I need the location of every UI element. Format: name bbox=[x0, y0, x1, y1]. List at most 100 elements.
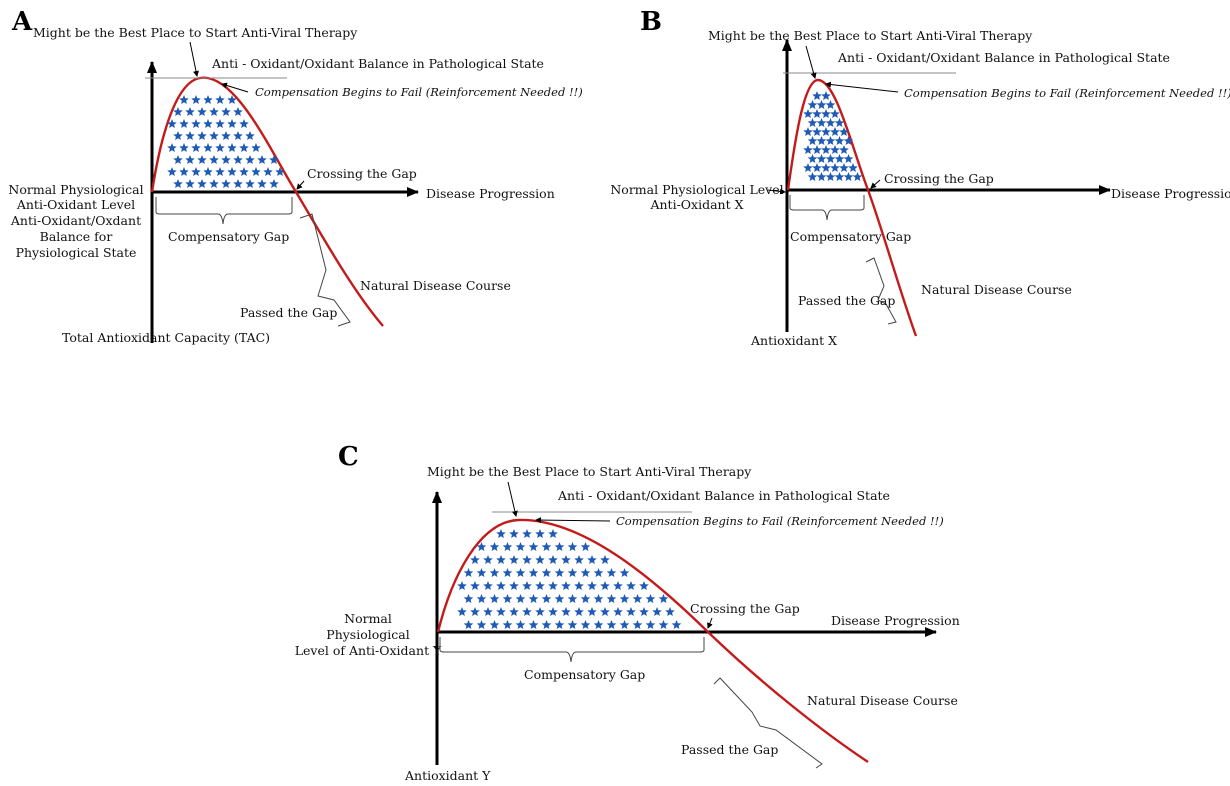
star-marker bbox=[528, 568, 539, 577]
star-marker bbox=[587, 607, 597, 616]
star-marker bbox=[825, 172, 836, 181]
panel-b-compensatory-brace bbox=[789, 195, 865, 221]
star-marker bbox=[830, 163, 840, 172]
panel-b-y-axis-label: Antioxidant X bbox=[750, 333, 837, 348]
panel-b-natural-label: Natural Disease Course bbox=[921, 282, 1072, 297]
panel-a-passed-brace bbox=[299, 213, 351, 327]
star-marker bbox=[613, 581, 623, 590]
star-marker bbox=[245, 155, 255, 164]
star-marker bbox=[816, 118, 827, 127]
star-marker bbox=[470, 555, 480, 564]
star-marker bbox=[593, 620, 604, 629]
star-marker bbox=[619, 620, 630, 629]
star-marker bbox=[834, 172, 845, 181]
star-marker bbox=[221, 155, 231, 164]
star-marker bbox=[209, 107, 219, 116]
star-marker bbox=[626, 607, 636, 616]
panel-a-normal-line: Balance for bbox=[40, 229, 113, 244]
panel-a-letter: A bbox=[11, 7, 33, 37]
star-marker bbox=[502, 542, 513, 551]
panel-c-curve bbox=[436, 518, 869, 763]
star-marker bbox=[221, 131, 231, 140]
star-marker bbox=[496, 581, 506, 590]
star-marker bbox=[535, 555, 545, 564]
star-marker bbox=[215, 167, 225, 176]
panel-a-balance-label: Anti - Oxidant/Oxidant Balance in Pathol… bbox=[211, 56, 544, 71]
panel-c-y-axis-label: Antioxidant Y bbox=[404, 768, 491, 783]
star-marker bbox=[580, 542, 591, 551]
panel-c-passed-label: Passed the Gap bbox=[681, 742, 778, 757]
star-marker bbox=[203, 95, 213, 104]
star-marker bbox=[502, 620, 513, 629]
panel-a: A Might be the Best Place to Start Anti-… bbox=[8, 7, 582, 345]
star-marker bbox=[191, 119, 201, 128]
star-marker bbox=[496, 555, 506, 564]
star-marker bbox=[191, 143, 201, 152]
star-marker bbox=[483, 607, 493, 616]
star-marker bbox=[830, 145, 840, 154]
panel-a-normal-line: Anti-Oxidant Level bbox=[16, 197, 135, 212]
star-marker bbox=[561, 607, 571, 616]
star-marker bbox=[619, 568, 630, 577]
star-marker bbox=[263, 167, 273, 176]
star-marker bbox=[167, 167, 177, 176]
star-marker bbox=[626, 581, 636, 590]
star-marker bbox=[191, 167, 201, 176]
star-marker bbox=[227, 119, 237, 128]
star-marker bbox=[606, 620, 617, 629]
star-marker bbox=[554, 568, 565, 577]
star-marker bbox=[209, 131, 219, 140]
star-marker bbox=[574, 607, 584, 616]
star-marker bbox=[173, 155, 183, 164]
star-marker bbox=[233, 155, 243, 164]
star-marker bbox=[528, 542, 539, 551]
star-marker bbox=[489, 620, 500, 629]
star-marker bbox=[606, 568, 617, 577]
panel-a-compensation-label: Compensation Begins to Fail (Reinforceme… bbox=[255, 85, 583, 99]
star-marker bbox=[567, 568, 578, 577]
star-marker bbox=[574, 555, 584, 564]
star-marker bbox=[515, 620, 526, 629]
star-marker bbox=[197, 107, 207, 116]
star-marker bbox=[807, 154, 818, 163]
star-marker bbox=[593, 568, 604, 577]
star-marker bbox=[489, 542, 500, 551]
star-marker bbox=[580, 594, 591, 603]
panel-c-compensation-arrow bbox=[535, 517, 611, 524]
panel-b-compensatory-label: Compensatory Gap bbox=[790, 229, 911, 244]
panel-b: B Might be the Best Place to Start Anti-… bbox=[610, 7, 1230, 348]
star-marker bbox=[203, 119, 213, 128]
panel-b-crossing-arrow bbox=[870, 179, 881, 189]
panel-c-compensatory-label: Compensatory Gap bbox=[524, 667, 645, 682]
star-marker bbox=[807, 136, 818, 145]
star-marker bbox=[476, 594, 487, 603]
star-marker bbox=[812, 163, 822, 172]
star-marker bbox=[502, 568, 513, 577]
star-marker bbox=[463, 594, 474, 603]
star-marker bbox=[554, 542, 565, 551]
star-marker bbox=[825, 136, 836, 145]
star-marker bbox=[496, 607, 506, 616]
star-marker bbox=[233, 179, 243, 188]
star-marker bbox=[587, 581, 597, 590]
star-marker bbox=[541, 620, 552, 629]
panel-c-progression-label: Disease Progression bbox=[831, 613, 960, 628]
star-marker bbox=[185, 179, 195, 188]
star-marker bbox=[239, 143, 249, 152]
star-marker bbox=[821, 145, 831, 154]
star-marker bbox=[580, 620, 591, 629]
star-marker bbox=[476, 568, 487, 577]
star-marker bbox=[173, 107, 183, 116]
star-marker bbox=[470, 607, 480, 616]
panel-a-crossing-label: Crossing the Gap bbox=[307, 166, 417, 181]
panel-c-stars bbox=[457, 529, 682, 629]
star-marker bbox=[483, 555, 493, 564]
star-marker bbox=[834, 136, 845, 145]
star-marker bbox=[600, 607, 610, 616]
star-marker bbox=[197, 155, 207, 164]
star-marker bbox=[209, 179, 219, 188]
panel-a-normal-line: Normal Physiological bbox=[8, 182, 143, 197]
star-marker bbox=[489, 568, 500, 577]
star-marker bbox=[483, 581, 493, 590]
star-marker bbox=[821, 109, 831, 118]
